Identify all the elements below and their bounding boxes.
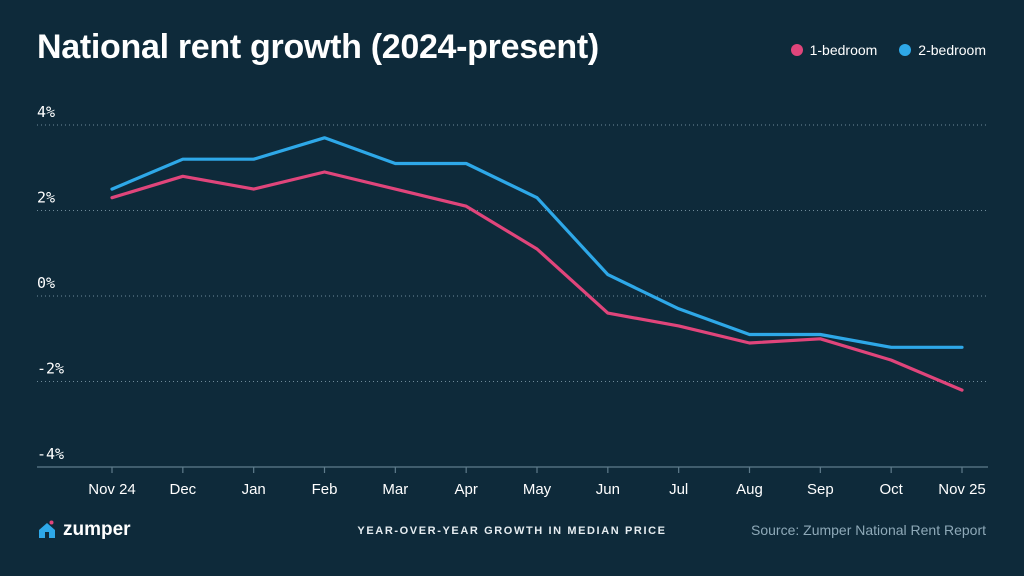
x-tick-label: Jun	[596, 481, 620, 498]
x-tick-label: Mar	[382, 481, 408, 498]
y-tick-label: 2%	[37, 189, 55, 207]
series-line-2-bedroom	[110, 136, 964, 349]
tick-label-layer: 4% 2% 0% -2% -4% Nov 24 Dec Jan Feb Mar Apr May Jun J…	[37, 103, 986, 498]
y-tick-label: -2%	[37, 360, 64, 378]
x-tick-label: Nov 24	[88, 481, 136, 498]
x-tick-label: May	[523, 481, 552, 498]
x-tick-label: Oct	[879, 481, 903, 498]
legend-item-1-bedroom: 1-bedroom	[790, 42, 878, 58]
legend-label-1-bedroom: 1-bedroom	[809, 42, 878, 58]
legend-dot-1-bedroom	[790, 44, 803, 56]
series-line-1-bedroom	[110, 170, 964, 392]
source-note: Source: Zumper National Rent Report	[751, 522, 986, 538]
x-tick-label: Apr	[454, 481, 477, 498]
chart-title: National rent growth (2024-present)	[37, 28, 599, 66]
x-tick-label: Feb	[312, 481, 338, 498]
legend-label-2-bedroom: 2-bedroom	[918, 42, 986, 58]
chart-legend: 1-bedroom 2-bedroom	[790, 42, 986, 58]
x-tick-label: Dec	[169, 481, 196, 498]
grid-layer	[37, 124, 988, 382]
x-tick-label: Nov 25	[938, 481, 986, 498]
axis-layer	[37, 466, 988, 473]
legend-dot-2-bedroom	[899, 44, 912, 56]
axis-caption: YEAR-OVER-YEAR GROWTH IN MEDIAN PRICE	[357, 525, 667, 537]
series-layer	[110, 136, 964, 392]
legend-item-2-bedroom: 2-bedroom	[899, 42, 986, 58]
house-icon	[39, 520, 55, 538]
x-tick-label: Sep	[807, 481, 834, 498]
y-tick-label: 0%	[37, 274, 55, 292]
x-tick-label: Aug	[736, 481, 763, 498]
y-tick-label: 4%	[37, 103, 55, 121]
brand-logo: zumper	[37, 519, 131, 541]
x-tick-label: Jul	[669, 481, 688, 498]
brand-name: zumper	[63, 519, 131, 540]
x-tick-label: Jan	[242, 481, 266, 498]
y-tick-label: -4%	[37, 445, 64, 463]
